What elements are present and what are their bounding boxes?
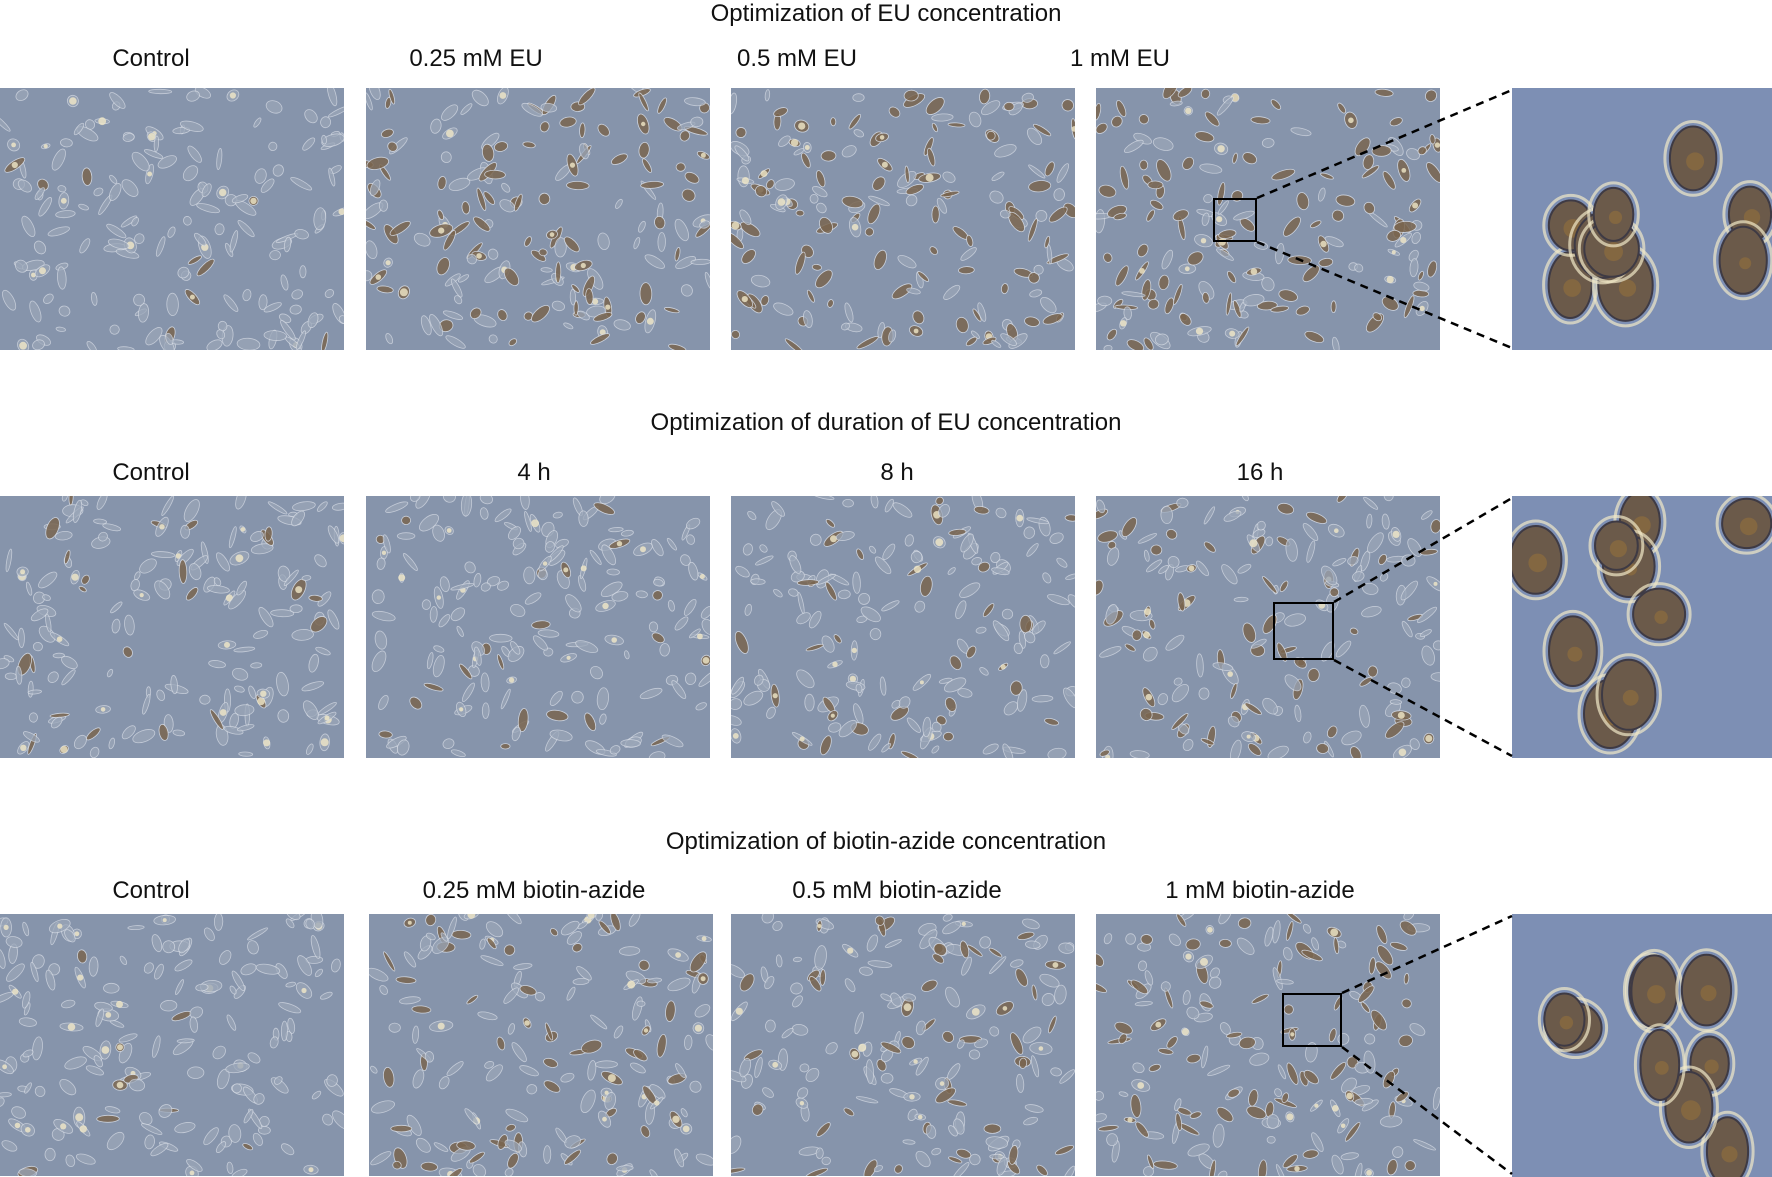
row1-label-4: 1 mM EU	[1069, 45, 1170, 72]
micrograph-panel	[1096, 88, 1440, 350]
micrograph-panel	[366, 496, 710, 758]
row3-title: Optimization of biotin-azide concentrati…	[665, 828, 1107, 855]
zoom-inset	[1512, 88, 1772, 350]
micrograph-panel	[0, 496, 344, 758]
row1-label-3: 0.5 mM EU	[736, 45, 858, 72]
micrograph-panel	[0, 914, 344, 1176]
row2-label-1: Control	[112, 459, 190, 486]
row1-label-2: 0.25 mM EU	[409, 45, 543, 72]
row2-title: Optimization of duration of EU concentra…	[650, 409, 1122, 436]
row3-label-1: Control	[112, 877, 190, 904]
micrograph-panel	[731, 914, 1075, 1176]
zoom-region-box	[1213, 198, 1257, 242]
micrograph-panel	[369, 914, 713, 1176]
micrograph-panel	[1096, 914, 1440, 1176]
micrograph-panel	[1096, 496, 1440, 758]
zoom-region-box	[1273, 602, 1334, 660]
zoom-inset	[1512, 914, 1772, 1177]
row2-label-4: 16 h	[1236, 459, 1284, 486]
row1-title: Optimization of EU concentration	[710, 0, 1062, 27]
micrograph-panel	[731, 88, 1075, 350]
micrograph-panel	[366, 88, 710, 350]
micrograph-panel	[731, 496, 1075, 758]
row2-label-2: 4 h	[517, 459, 551, 486]
zoom-inset	[1512, 496, 1772, 758]
row3-label-3: 0.5 mM biotin-azide	[792, 877, 1002, 904]
row1-label-1: Control	[112, 45, 190, 72]
row3-label-2: 0.25 mM biotin-azide	[422, 877, 646, 904]
row3-label-4: 1 mM biotin-azide	[1165, 877, 1355, 904]
micrograph-panel	[0, 88, 344, 350]
zoom-region-box	[1282, 993, 1342, 1047]
row2-label-3: 8 h	[880, 459, 914, 486]
